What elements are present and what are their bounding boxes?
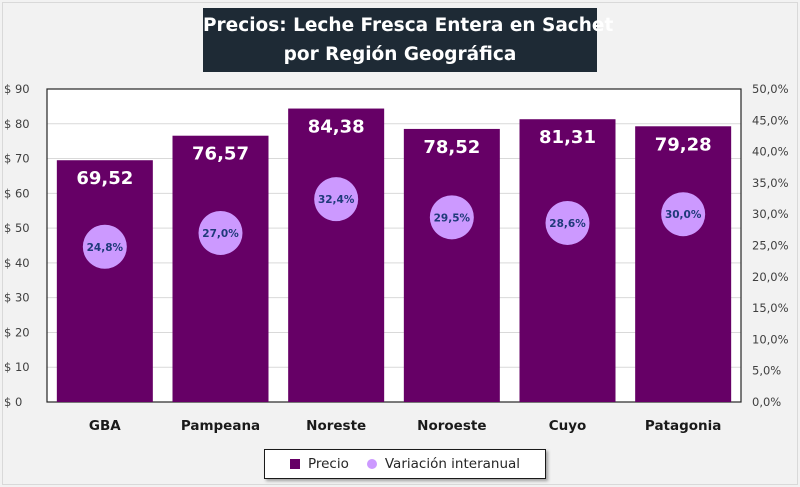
marker-data-label: 24,8%: [87, 242, 124, 254]
bar-precio: [172, 135, 269, 403]
marker-data-label: 30,0%: [665, 209, 702, 221]
category-label: Cuyo: [549, 418, 587, 434]
left-axis-tick-label: $ 10: [4, 360, 30, 374]
plot-area: [47, 89, 741, 402]
bar-data-label: 76,57: [192, 144, 249, 165]
right-axis-tick-label: 20,0%: [752, 270, 789, 284]
legend-square-icon: [289, 459, 300, 469]
left-axis-tick-label: $ 50: [4, 221, 30, 235]
bar-precio: [635, 126, 732, 403]
bar-precio: [56, 160, 153, 402]
marker-variacion: [198, 210, 243, 255]
category-label: Noreste: [306, 418, 366, 434]
chart-legend: Precio Variación interanual: [264, 449, 546, 479]
left-axis-tick-label: $ 70: [4, 152, 30, 166]
right-axis-tick-label: 30,0%: [752, 207, 789, 221]
chart-title-line-1: Precios: Leche Fresca Entera en Sachet: [203, 15, 614, 36]
left-axis-tick-label: $ 40: [4, 256, 30, 270]
marker-data-label: 28,6%: [549, 218, 586, 230]
right-axis-tick-label: 50,0%: [752, 82, 789, 96]
bar-precio: [519, 119, 616, 402]
plot-border: [46, 88, 742, 403]
marker-variacion: [545, 200, 590, 245]
right-axis-tick-label: 10,0%: [752, 332, 789, 346]
legend-item-variacion[interactable]: Variación interanual: [366, 456, 521, 472]
category-label: Pampeana: [181, 418, 260, 434]
bar-precio: [403, 128, 500, 402]
right-axis-tick-label: 45,0%: [752, 113, 789, 127]
bar-data-label: 69,52: [76, 168, 133, 189]
marker-data-label: 29,5%: [434, 212, 471, 224]
marker-variacion: [429, 195, 474, 240]
marker-variacion: [314, 177, 359, 222]
bar-data-label: 84,38: [308, 117, 365, 138]
chart-title: Precios: Leche Fresca Entera en Sachet p…: [203, 8, 614, 72]
marker-variacion: [82, 224, 127, 269]
left-axis-tick-label: $ 60: [4, 186, 30, 200]
legend-item-precio[interactable]: Precio: [289, 456, 349, 472]
marker-data-label: 32,4%: [318, 194, 355, 206]
right-axis-tick-label: 0,0%: [752, 395, 781, 409]
bar-data-label: 78,52: [423, 137, 480, 158]
legend-label-precio: Precio: [307, 456, 349, 472]
left-axis-tick-label: $ 80: [4, 117, 30, 131]
right-axis-tick-label: 25,0%: [752, 239, 789, 253]
left-axis-tick-label: $ 90: [4, 82, 30, 96]
left-axis-tick-label: $ 30: [4, 291, 30, 305]
right-axis-tick-label: 5,0%: [752, 364, 781, 378]
bar-data-label: 81,31: [539, 127, 596, 148]
left-axis-tick-label: $ 0: [4, 395, 22, 409]
category-label: Patagonia: [645, 418, 722, 434]
legend-circle-icon: [366, 459, 377, 469]
left-axis-tick-label: $ 20: [4, 325, 30, 339]
category-label: Noroeste: [417, 418, 486, 434]
marker-data-label: 27,0%: [202, 228, 239, 240]
right-axis-tick-label: 35,0%: [752, 176, 789, 190]
marker-variacion: [661, 192, 706, 237]
bar-precio: [288, 108, 385, 403]
chart-title-line-2: por Región Geográfica: [283, 44, 517, 65]
bar-data-label: 79,28: [655, 134, 712, 155]
right-axis-tick-label: 40,0%: [752, 145, 789, 159]
right-axis-tick-label: 15,0%: [752, 301, 789, 315]
legend-label-variacion: Variación interanual: [384, 456, 521, 472]
category-label: GBA: [89, 418, 121, 434]
